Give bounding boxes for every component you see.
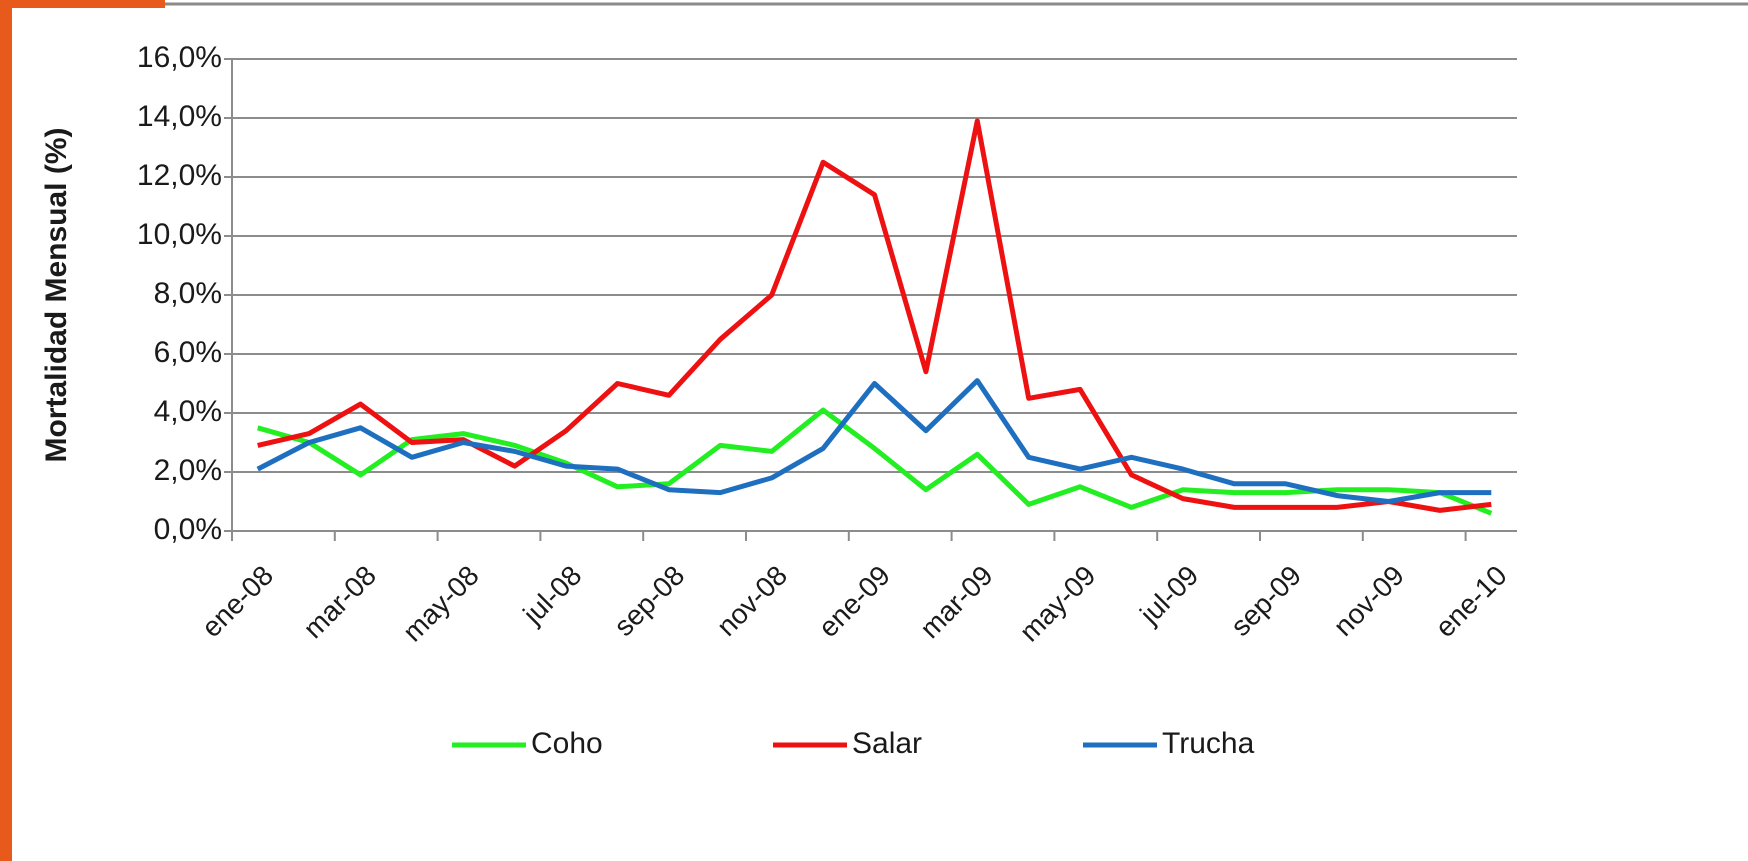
y-tick-label: 16,0% <box>137 41 222 74</box>
y-tick-label: 12,0% <box>137 159 222 192</box>
series-line <box>257 118 1492 513</box>
y-tick-label: 6,0% <box>154 336 222 369</box>
frame-accent <box>0 0 165 8</box>
legend-label: Coho <box>531 727 603 760</box>
y-tick-label: 10,0% <box>137 218 222 251</box>
y-tick-label: 2,0% <box>154 454 222 487</box>
y-tick-label: 0,0% <box>154 513 222 546</box>
legend-label: Trucha <box>1162 727 1255 760</box>
y-axis-label: Mortalidad Mensual (%) <box>40 127 73 462</box>
series-line <box>257 407 1493 516</box>
frame-accent <box>0 0 12 861</box>
y-tick-label: 8,0% <box>154 277 222 310</box>
legend-label: Salar <box>852 727 922 760</box>
y-tick-label: 14,0% <box>137 100 222 133</box>
series-line <box>256 378 1492 504</box>
y-tick-label: 4,0% <box>154 395 222 428</box>
